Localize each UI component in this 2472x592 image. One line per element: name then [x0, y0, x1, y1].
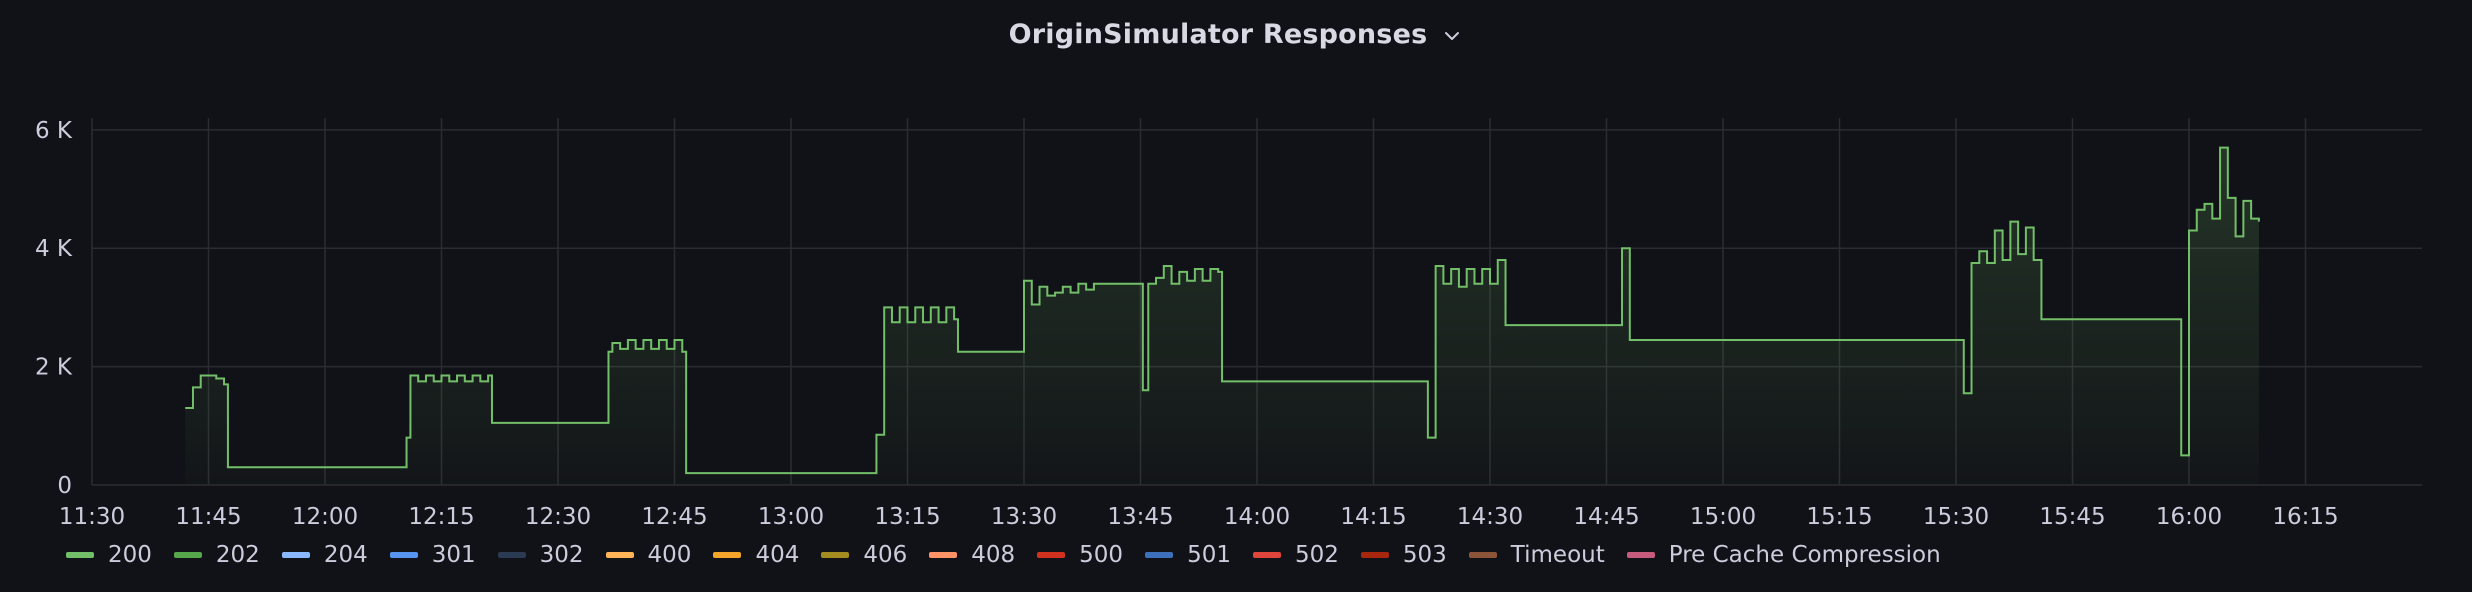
legend-label: 202: [215, 542, 260, 568]
time-series-chart[interactable]: 0 2 K 4 K 6 K 11:30 11:45 12:00 12:15 12:30 12:45…: [0, 0, 2472, 540]
legend-swatch: [605, 552, 634, 558]
legend-item[interactable]: 404: [713, 542, 799, 568]
legend-swatch: [173, 552, 202, 558]
series-line-200: [185, 146, 2260, 475]
legend-label: 503: [1402, 542, 1447, 568]
x-tick-label: 13:45: [1107, 504, 1173, 530]
legend-item[interactable]: 202: [173, 542, 260, 568]
x-tick-label: 14:30: [1457, 504, 1523, 530]
x-tick-label: 11:30: [59, 504, 125, 530]
legend-label: 400: [647, 542, 692, 568]
legend-item[interactable]: 400: [605, 542, 692, 568]
legend-item[interactable]: 200: [66, 542, 152, 568]
legend-swatch: [1037, 552, 1066, 558]
y-tick-label: 4 K: [35, 236, 73, 262]
legend-swatch: [1252, 552, 1281, 558]
x-tick-label: 12:15: [408, 504, 474, 530]
legend-swatch: [281, 552, 310, 558]
legend: 200 202 204 301 302 400 404 406 408 500 501 502 503 T…: [66, 538, 1963, 572]
legend-label: 502: [1294, 542, 1339, 568]
x-tick-label: 13:00: [758, 504, 824, 530]
legend-item[interactable]: 501: [1145, 542, 1231, 568]
x-tick-label: 16:15: [2272, 504, 2338, 530]
legend-label: 404: [755, 542, 800, 568]
legend-swatch: [389, 552, 418, 558]
panel-title[interactable]: OriginSimulator Responses: [1008, 18, 1428, 50]
legend-label: 408: [971, 542, 1016, 568]
legend-label: 500: [1079, 542, 1124, 568]
x-tick-label: 14:00: [1224, 504, 1290, 530]
x-tick-label: 16:00: [2156, 504, 2222, 530]
legend-swatch: [1145, 552, 1174, 558]
x-tick-label: 14:45: [1573, 504, 1639, 530]
legend-label: Timeout: [1510, 542, 1605, 568]
legend-item[interactable]: 204: [281, 542, 368, 568]
legend-label: 406: [863, 542, 908, 568]
y-tick-label: 2 K: [35, 355, 73, 381]
x-tick-label: 15:00: [1690, 504, 1756, 530]
x-tick-label: 12:30: [525, 504, 591, 530]
chevron-down-icon[interactable]: [1441, 25, 1463, 47]
legend-item[interactable]: 502: [1252, 542, 1339, 568]
x-tick-label: 12:45: [641, 504, 707, 530]
legend-label: Pre Cache Compression: [1668, 542, 1941, 568]
x-tick-label: 12:00: [292, 504, 358, 530]
legend-swatch: [1468, 552, 1497, 558]
y-tick-label: 0: [57, 473, 72, 499]
legend-swatch: [66, 552, 94, 558]
legend-swatch: [1360, 552, 1389, 558]
x-tick-label: 15:45: [2039, 504, 2105, 530]
x-tick-label: 13:30: [991, 504, 1057, 530]
legend-item[interactable]: 408: [929, 542, 1015, 568]
panel-header[interactable]: OriginSimulator Responses: [0, 14, 2472, 54]
legend-label: 302: [539, 542, 584, 568]
legend-item[interactable]: 503: [1360, 542, 1447, 568]
legend-swatch: [929, 552, 958, 558]
y-tick-label: 6 K: [35, 118, 73, 144]
legend-item[interactable]: 500: [1037, 542, 1123, 568]
x-tick-label: 11:45: [175, 504, 241, 530]
legend-item[interactable]: 302: [497, 542, 584, 568]
legend-swatch: [497, 552, 526, 558]
legend-label: 301: [431, 542, 476, 568]
x-tick-label: 15:30: [1923, 504, 1989, 530]
legend-item[interactable]: Pre Cache Compression: [1626, 542, 1941, 568]
legend-item[interactable]: Timeout: [1468, 542, 1605, 568]
x-tick-label: 14:15: [1340, 504, 1406, 530]
legend-item[interactable]: 301: [389, 542, 476, 568]
x-tick-label: 15:15: [1806, 504, 1872, 530]
legend-label: 501: [1187, 542, 1231, 568]
legend-swatch: [821, 552, 850, 558]
legend-item[interactable]: 406: [821, 542, 907, 568]
x-tick-label: 13:15: [874, 504, 940, 530]
legend-label: 204: [323, 542, 368, 568]
legend-swatch: [1626, 552, 1655, 558]
legend-swatch: [713, 552, 742, 558]
legend-label: 200: [108, 542, 152, 568]
